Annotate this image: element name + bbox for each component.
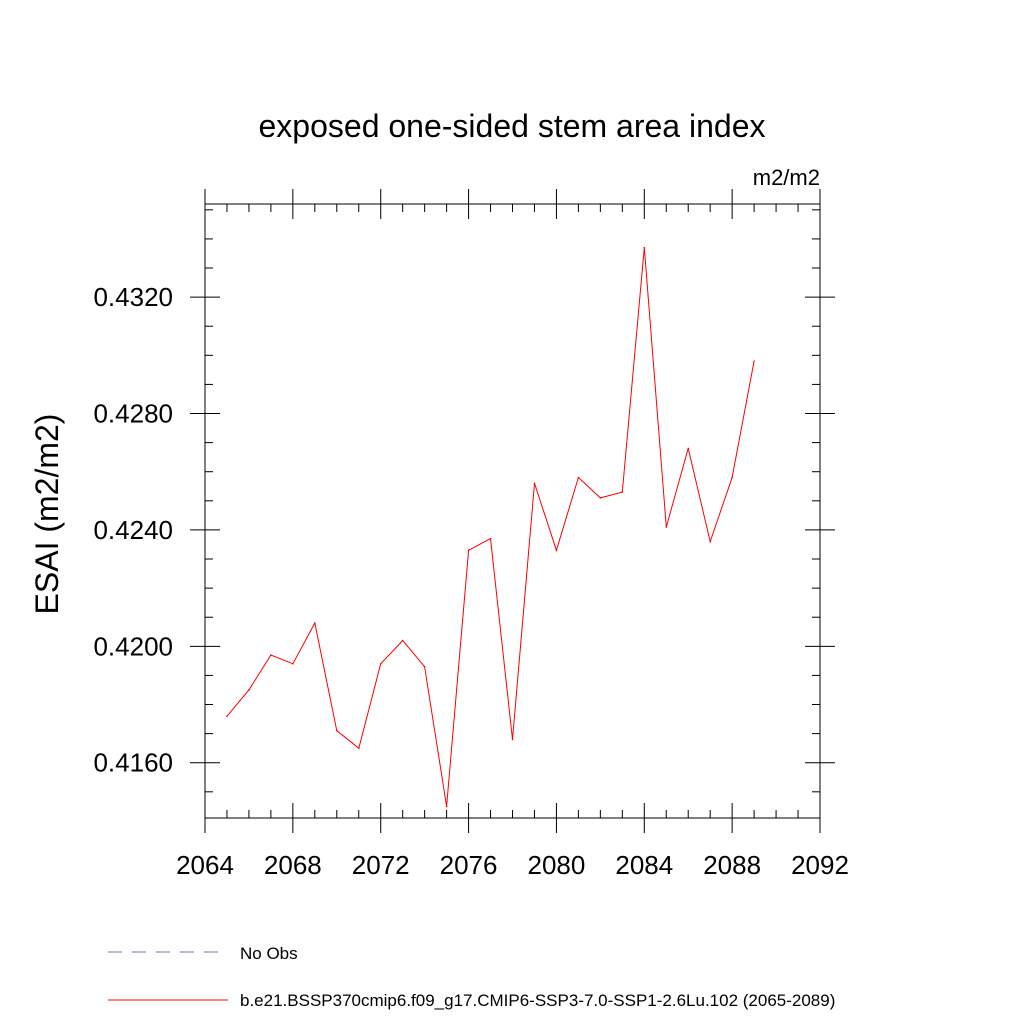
data-point [577, 476, 580, 479]
data-point [511, 738, 514, 741]
legend-model-label: b.e21.BSSP370cmip6.f09_g17.CMIP6-SSP3-7.… [240, 991, 835, 1010]
x-tick-label: 2080 [528, 850, 586, 880]
data-point [379, 662, 382, 665]
series-line [226, 247, 755, 807]
x-tick-labels: 2064 2068 2072 2076 2080 2084 2088 2092 [176, 850, 849, 880]
data-point [731, 476, 733, 479]
y-axis-label: ESAI (m2/m2) [29, 414, 65, 615]
series-lines [226, 247, 755, 807]
data-point [643, 246, 646, 249]
x-tick-label: 2072 [352, 850, 410, 880]
y-tick-labels: 0.4160 0.4200 0.4240 0.4280 0.4320 [93, 282, 173, 778]
y-tick-label: 0.4240 [93, 515, 173, 545]
data-point [314, 622, 316, 624]
data-point [709, 540, 711, 543]
data-point [423, 665, 426, 668]
x-tick-label: 2068 [264, 850, 322, 880]
x-tick-label: 2084 [615, 850, 673, 880]
data-point [533, 482, 536, 485]
data-point [489, 537, 492, 540]
data-point [270, 654, 272, 656]
data-point [665, 526, 668, 528]
data-point [687, 447, 690, 450]
data-point [401, 639, 404, 642]
data-point [445, 805, 448, 808]
legend-no-obs-label: No Obs [240, 944, 298, 963]
data-points [226, 246, 755, 808]
x-tick-label: 2088 [703, 850, 761, 880]
x-tick-label: 2064 [176, 850, 234, 880]
legend: No Obs b.e21.BSSP370cmip6.f09_g17.CMIP6-… [108, 944, 835, 1010]
major-ticks [190, 189, 835, 833]
units-label: m2/m2 [753, 165, 820, 190]
y-tick-label: 0.4160 [93, 748, 173, 778]
minor-ticks [205, 204, 820, 818]
data-point [226, 715, 228, 717]
data-point [467, 549, 470, 552]
data-point [248, 689, 250, 691]
x-tick-label: 2076 [440, 850, 498, 880]
x-tick-label: 2092 [791, 850, 849, 880]
y-tick-label: 0.4280 [93, 399, 173, 429]
data-point [753, 360, 755, 362]
data-point [292, 662, 294, 665]
data-point [555, 549, 558, 552]
data-point [621, 491, 624, 493]
data-point [599, 497, 602, 499]
data-point [335, 729, 338, 732]
y-tick-label: 0.4320 [93, 282, 173, 312]
chart-title: exposed one-sided stem area index [259, 108, 766, 144]
y-tick-label: 0.4200 [93, 631, 173, 661]
plot-frame [204, 203, 821, 819]
data-point [357, 747, 360, 749]
